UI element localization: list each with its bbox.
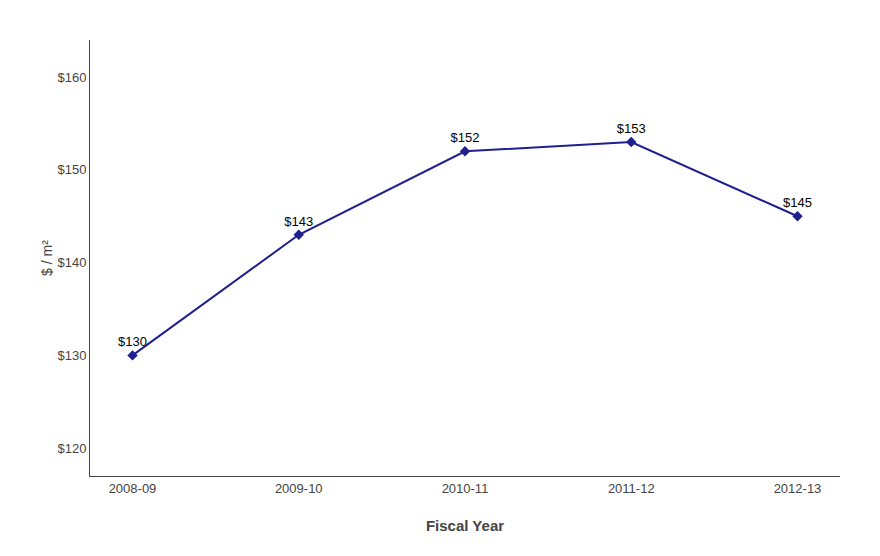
svg-text:$145: $145 (783, 195, 812, 210)
svg-text:$152: $152 (451, 130, 480, 145)
svg-text:$ / m²: $ / m² (39, 240, 55, 276)
svg-text:$120: $120 (57, 441, 86, 456)
svg-text:2012-13: 2012-13 (774, 481, 822, 496)
svg-text:2008-09: 2008-09 (109, 481, 157, 496)
svg-text:$150: $150 (57, 162, 86, 177)
svg-text:$130: $130 (118, 334, 147, 349)
svg-text:$143: $143 (284, 214, 313, 229)
svg-text:2011-12: 2011-12 (608, 481, 655, 496)
svg-text:$130: $130 (57, 348, 86, 363)
svg-text:$140: $140 (57, 255, 86, 270)
svg-text:Fiscal Year: Fiscal Year (426, 517, 504, 534)
svg-text:2009-10: 2009-10 (275, 481, 323, 496)
svg-text:2010-11: 2010-11 (442, 481, 489, 496)
svg-text:$153: $153 (617, 121, 646, 136)
svg-text:$160: $160 (57, 70, 86, 85)
